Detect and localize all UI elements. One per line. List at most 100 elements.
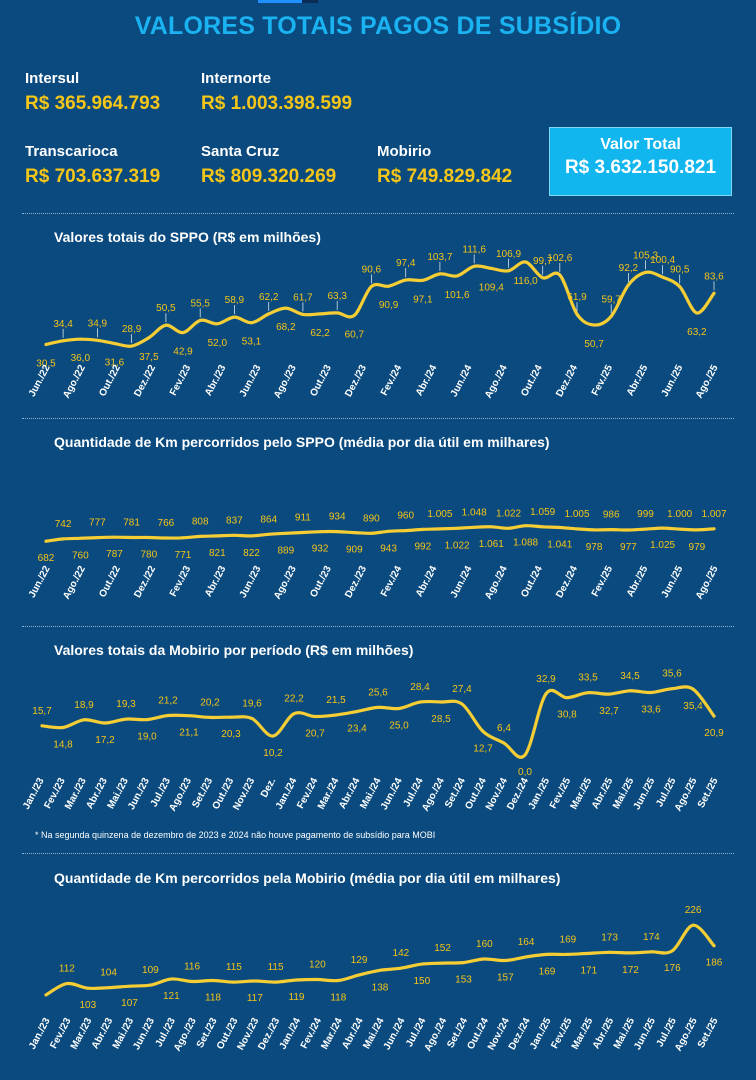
data-point <box>78 536 82 540</box>
data-point <box>86 986 90 990</box>
data-point <box>335 530 339 534</box>
data-label: 1.005 <box>564 509 589 520</box>
data-point <box>128 984 131 988</box>
x-tick-label: Ago./24 <box>483 564 510 601</box>
data-point <box>439 700 443 704</box>
data-label: 30,8 <box>557 710 577 721</box>
data-point <box>629 951 632 955</box>
x-tick-label: Ago./25 <box>694 564 721 601</box>
operator-name: Intersul <box>25 70 80 87</box>
data-label: 42,9 <box>173 347 193 358</box>
data-label: 986 <box>603 510 620 521</box>
data-label: 160 <box>476 939 493 950</box>
data-point <box>644 270 647 274</box>
data-label: 30,5 <box>36 359 56 370</box>
data-label: 21,1 <box>179 728 199 739</box>
data-point <box>284 531 288 535</box>
data-point <box>695 311 699 315</box>
x-tick-label: Fev./23 <box>168 564 193 599</box>
data-point <box>418 700 422 704</box>
divider <box>22 626 734 627</box>
total-label: Valor Total <box>600 136 681 153</box>
data-point <box>455 274 459 278</box>
data-point <box>712 291 716 295</box>
data-label: 115 <box>226 962 242 973</box>
operator-value: R$ 703.637.319 <box>25 166 161 187</box>
x-tick-label: Abr./23 <box>203 564 229 599</box>
data-label: 19,0 <box>137 732 157 743</box>
data-label: 174 <box>643 932 660 943</box>
data-point <box>507 269 510 273</box>
x-tick-label: Fev./24 <box>379 363 404 398</box>
data-label: 20,2 <box>200 697 220 708</box>
data-point <box>523 753 527 757</box>
data-label: 62,2 <box>259 292 279 303</box>
data-point <box>441 961 445 965</box>
data-label: 20,9 <box>704 728 724 739</box>
top-accent-bar-dark <box>302 0 318 3</box>
data-point <box>558 526 562 529</box>
x-tick-label: Abr./24 <box>414 363 440 398</box>
data-label: 977 <box>620 542 637 553</box>
data-label: 1.059 <box>530 507 555 518</box>
data-label: 22,2 <box>284 694 304 705</box>
data-label: 864 <box>260 514 277 525</box>
x-tick-label: Ago./22 <box>61 363 88 400</box>
data-point <box>544 692 548 696</box>
data-point <box>130 536 134 539</box>
data-label: 21,5 <box>326 695 346 706</box>
data-point <box>164 323 168 327</box>
data-point <box>181 331 185 335</box>
data-label: 142 <box>393 948 410 959</box>
data-point <box>355 710 359 713</box>
data-point <box>587 951 591 955</box>
series-line <box>44 524 716 543</box>
data-point <box>376 705 380 709</box>
data-point <box>404 529 408 533</box>
data-point <box>369 531 373 535</box>
data-label: 55,5 <box>190 298 210 309</box>
data-point <box>232 315 236 319</box>
x-tick-label: Set./25 <box>696 776 721 810</box>
data-label: 742 <box>55 519 72 530</box>
data-label: 116,0 <box>513 276 538 287</box>
chart-title-mobirio-valores: Valores totais da Mobirio por período (R… <box>54 642 414 658</box>
data-point <box>649 950 653 954</box>
x-tick-label: Ago./23 <box>272 363 299 400</box>
data-point <box>124 717 128 721</box>
data-label: 92,2 <box>619 263 639 274</box>
data-label: 10,2 <box>263 748 283 759</box>
data-label: 760 <box>72 550 89 561</box>
data-label: 911 <box>295 513 311 524</box>
chart-sppo-valores: 30,5 34,4 36,0 34,9 31,6 28,9 37,5 50,5 42,9 55,5… <box>27 244 724 400</box>
x-tick-label: Out./23 <box>308 564 334 599</box>
data-label: 766 <box>158 518 175 529</box>
x-tick-label: Abr./24 <box>414 564 440 599</box>
data-label: 118 <box>205 993 221 1004</box>
x-tick-label: Out./22 <box>97 363 123 398</box>
data-label: 115 <box>268 962 284 973</box>
operator-name: Santa Cruz <box>201 143 280 160</box>
data-point <box>524 260 528 264</box>
data-point <box>318 530 322 534</box>
data-point <box>397 707 401 710</box>
total-value-box: Valor Total R$ 3.632.150.821 <box>549 127 732 196</box>
data-point <box>335 311 339 315</box>
data-label: 1.048 <box>462 507 487 518</box>
data-label: 118 <box>330 993 346 1004</box>
data-point <box>215 534 219 538</box>
data-label: 932 <box>312 544 329 555</box>
data-label: 83,6 <box>704 271 724 282</box>
chart-mobirio-valores: 15,7 14,8 18,9 17,2 19,3 19,0 21,2 21,1 20,2 20,3… <box>21 669 724 814</box>
data-label: 138 <box>372 982 389 993</box>
data-label: 52,0 <box>208 338 228 349</box>
data-point <box>438 527 442 531</box>
chart-mobirio-km: 112 103 104 107 109 121 116 118 115 117 115 119 120 1… <box>27 905 723 1053</box>
data-label: 682 <box>38 553 55 564</box>
data-point <box>147 336 151 340</box>
data-point <box>357 973 361 977</box>
operator-name: Internorte <box>201 70 272 87</box>
data-point <box>232 980 236 984</box>
data-point <box>387 529 391 533</box>
data-point <box>169 977 173 981</box>
